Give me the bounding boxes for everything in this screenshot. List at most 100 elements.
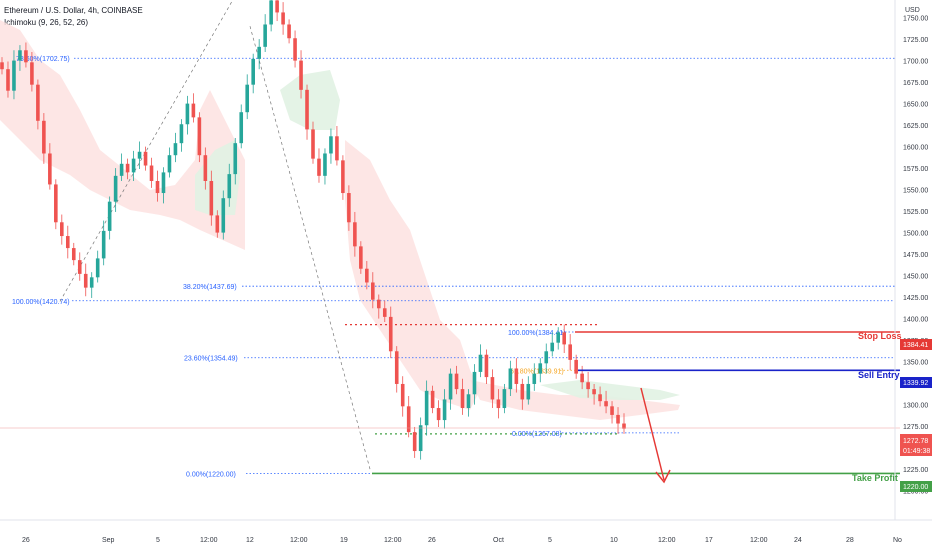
candle-body [149,165,154,181]
price-tick-label: 1275.00 [903,424,928,431]
price-tick-label: 1575.00 [903,166,928,173]
stop-loss-label: Stop Loss [858,331,902,341]
candle-body [65,236,70,249]
candle-body [227,174,232,199]
time-tick-label: 5 [548,537,552,544]
candle-body [329,136,333,154]
candle-body [592,389,596,395]
time-axis[interactable]: 26 Sep 5 12:00 12 12:00 19 12:00 26 Oct 5 10 12:00 17… [22,537,902,544]
candle-body [472,371,477,395]
candle-body [0,62,4,70]
candle-body [161,172,166,194]
price-tick-label: 1700.00 [903,59,928,66]
candle-body [544,351,549,364]
candle-body [490,377,495,400]
candle-body [233,143,238,175]
candle-body [119,163,124,176]
price-tick-label: 1600.00 [903,145,928,152]
price-tick-label: 1550.00 [903,188,928,195]
price-tick-label: 1425.00 [903,295,928,302]
candle-body [586,382,590,390]
candle-body [191,103,196,118]
candle-body [239,112,244,144]
candle-body [568,344,572,360]
take-profit-tag-text: 1220.00 [903,484,928,491]
candle-body [478,354,483,372]
candle-body [263,24,267,47]
indicator-legend: Ichimoku (9, 26, 52, 26) [4,18,89,27]
fib-right-label: 100.00%(1384.41) [508,330,566,337]
candle-body [12,60,16,91]
candle-body [616,414,620,424]
candle-body [89,277,94,288]
candle-body [382,308,387,317]
price-axis[interactable]: 1750.00 1725.00 1700.00 1675.00 1650.00 1625.… [903,16,928,496]
candle-body [179,124,184,144]
candle-body [562,332,566,345]
candle-body [24,50,28,63]
candle-body [71,248,76,261]
price-tick-label: 1400.00 [903,317,928,324]
candle-body [442,399,447,421]
sell-entry-tag-text: 1339.92 [903,380,928,387]
candle-body [197,117,202,156]
candle-body [454,373,459,390]
candle-body [173,143,178,156]
candle-body [209,181,214,216]
candle-body [101,230,106,259]
candle-body [305,89,309,130]
candle-body [424,390,429,426]
price-tick-label: 1625.00 [903,123,928,130]
candle-body [347,193,351,223]
candle-body [448,373,453,400]
down-arrow-icon [640,387,671,484]
price-tick-label: 1475.00 [903,252,928,259]
candle-body [341,160,345,194]
candle-body [526,383,531,400]
swing-line [249,26,371,470]
candle-body [388,316,393,352]
fib-level-label: 38.20%(1437.69) [183,284,237,291]
candle-body [221,198,226,233]
price-tick-label: 1200.00 [903,489,928,496]
price-tick-label: 1500.00 [903,231,928,238]
current-price-tag [900,434,932,456]
candle-body [317,158,321,176]
candle-body [323,153,327,176]
candle-body [502,389,507,409]
candle-body [143,151,148,166]
candle-body [311,129,315,159]
candle-body [365,268,369,283]
axis-currency: USD [905,7,920,14]
candle-body [400,383,405,407]
swing-line [59,0,234,302]
candle-body [42,120,46,154]
ichimoku-cloud [0,20,680,420]
current-price-tag-text: 1272.78 [903,438,928,445]
candle-body [125,163,130,173]
candle-body [538,363,543,374]
time-tick-label: 10 [610,537,618,544]
candle-body [60,222,64,237]
candle-body [598,394,602,402]
time-tick-label: 28 [846,537,854,544]
price-tick-label: 1650.00 [903,102,928,109]
fibonacci-levels: 78.60%(1702.75) 38.20%(1437.69) 100.00%(14… [12,0,895,478]
candle-body [293,38,297,61]
candle-body [376,299,381,309]
candle-body [131,158,136,173]
candle-body [406,406,411,433]
candle-body [466,394,471,409]
candle-body [532,373,537,384]
candle-body [281,12,285,25]
time-tick-label: No [893,537,902,544]
time-tick-label: 12:00 [384,537,402,544]
fib-level-label: 0.00%(1220.00) [186,471,236,478]
candle-body [107,201,112,231]
time-tick-label: 24 [794,537,802,544]
candle-body [418,425,423,452]
candle-body [394,351,399,384]
candle-body [371,282,375,300]
time-tick-label: 26 [428,537,436,544]
